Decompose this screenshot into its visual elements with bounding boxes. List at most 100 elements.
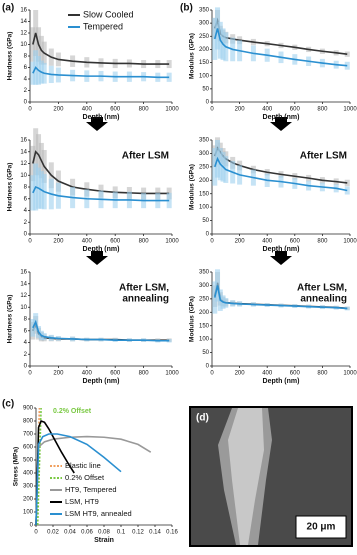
x-tick-label: 1000 <box>343 239 357 245</box>
y-tick-label: 6 <box>24 65 28 71</box>
y-tick-label: 300 <box>199 21 210 27</box>
chart: 0 50 100 150 200 250 300 350 0 200 400 600 800 1000 De… <box>189 269 357 385</box>
y-tick-label: 250 <box>199 296 210 302</box>
x-tick-label: 400 <box>262 371 273 377</box>
y-tick-label: 350 <box>199 270 210 276</box>
y-tick-label: 600 <box>23 445 34 451</box>
y-tick-label: 0 <box>206 232 210 238</box>
x-axis-title: Depth (nm) <box>83 378 120 385</box>
x-tick-label: 800 <box>317 107 328 113</box>
y-tick-label: 16 <box>20 270 27 276</box>
y-tick-label: 12 <box>20 161 27 167</box>
y-tick-label: 16 <box>20 138 27 144</box>
panel-label: (a) <box>2 3 14 14</box>
y-tick-label: 100 <box>199 337 210 343</box>
x-tick-label: 0 <box>28 239 32 245</box>
y-tick-label: 350 <box>199 138 210 144</box>
scale-bar: 20 μm <box>307 522 336 533</box>
x-tick-label: 800 <box>139 107 150 113</box>
series-line <box>32 319 170 342</box>
y-axis-title: Hardness (GPa) <box>7 32 14 81</box>
x-tick-label: 0.16 <box>166 530 178 536</box>
y-axis-title: Hardness (GPa) <box>7 295 14 344</box>
annotation: annealing <box>300 294 347 305</box>
y-tick-label: 500 <box>23 458 34 464</box>
x-tick-label: 1000 <box>343 107 357 113</box>
y-tick-label: 350 <box>199 8 210 14</box>
panel-label: (b) <box>180 3 193 14</box>
y-tick-label: 800 <box>23 419 34 425</box>
y-tick-label: 10 <box>20 305 27 311</box>
x-tick-label: 600 <box>110 107 121 113</box>
x-tick-label: 800 <box>317 371 328 377</box>
y-tick-label: 300 <box>199 151 210 157</box>
y-tick-label: 50 <box>202 218 209 224</box>
x-tick-label: 0 <box>28 107 32 113</box>
x-tick-label: 200 <box>235 107 246 113</box>
legend-label: HT9, Tempered <box>65 485 117 494</box>
y-tick-label: 6 <box>24 328 28 334</box>
x-tick-label: 600 <box>110 371 121 377</box>
x-tick-label: 0 <box>34 530 38 536</box>
chart: 0 2 4 6 8 10 12 14 16 0 200 400 600 800 1000 Depth (nm)… <box>7 128 179 253</box>
y-tick-label: 14 <box>20 19 27 25</box>
y-tick-label: 8 <box>24 185 28 191</box>
chart: 0 100 200 300 400 500 600 700 800 900 0 0.02 0.04 0.0… <box>2 399 178 544</box>
x-axis-title: Depth (nm) <box>263 246 300 253</box>
arrow <box>86 117 108 131</box>
x-tick-label: 600 <box>290 239 301 245</box>
chart: 0 50 100 150 200 250 300 350 0 200 400 600 800 1000 De… <box>180 3 357 121</box>
specimen-highlight <box>228 408 264 545</box>
x-tick-label: 600 <box>290 107 301 113</box>
y-tick-label: 200 <box>23 497 34 503</box>
x-tick-label: 1000 <box>343 371 357 377</box>
x-tick-label: 1000 <box>165 371 179 377</box>
panel-label: (d) <box>196 413 209 424</box>
y-tick-label: 250 <box>199 164 210 170</box>
y-tick-label: 14 <box>20 281 27 287</box>
x-tick-label: 0.1 <box>117 530 126 536</box>
series-line <box>213 285 348 310</box>
y-tick-label: 4 <box>24 77 28 83</box>
y-tick-label: 10 <box>20 173 27 179</box>
sem-image: 20 μm (d) <box>189 406 353 547</box>
x-tick-label: 600 <box>110 239 121 245</box>
series-line <box>32 66 170 79</box>
annotation: After LSM, <box>119 283 169 294</box>
x-tick-label: 200 <box>53 239 64 245</box>
annotation: After LSM <box>300 151 347 162</box>
y-tick-label: 200 <box>199 310 210 316</box>
x-tick-label: 800 <box>139 239 150 245</box>
legend-label: Tempered <box>83 21 123 31</box>
y-tick-label: 14 <box>20 149 27 155</box>
y-tick-label: 8 <box>24 317 28 323</box>
y-tick-label: 200 <box>199 47 210 53</box>
y-tick-label: 50 <box>202 350 209 356</box>
y-tick-label: 100 <box>199 205 210 211</box>
x-tick-label: 0.04 <box>64 530 76 536</box>
y-axis-title: Stress (MPa) <box>13 447 20 486</box>
annotation: After LSM, <box>297 283 347 294</box>
y-axis-title: Modulus (GPa) <box>189 296 196 342</box>
chart: 0 50 100 150 200 250 300 350 0 200 400 600 800 1000 De… <box>189 137 357 253</box>
x-tick-label: 0.12 <box>132 530 144 536</box>
series-line <box>32 32 170 65</box>
y-tick-label: 900 <box>23 406 34 412</box>
x-tick-label: 0.14 <box>149 530 161 536</box>
legend-label: 0.2% Offset <box>65 473 105 482</box>
y-tick-label: 4 <box>24 208 28 214</box>
y-tick-label: 2 <box>24 88 28 94</box>
x-tick-label: 400 <box>82 371 93 377</box>
y-tick-label: 150 <box>199 323 210 329</box>
series-line <box>35 435 152 526</box>
y-tick-label: 12 <box>20 293 27 299</box>
x-tick-label: 400 <box>262 107 273 113</box>
y-tick-label: 100 <box>199 73 210 79</box>
panel-label: (c) <box>2 399 14 410</box>
legend-label: LSM, HT9 <box>65 497 99 506</box>
y-tick-label: 300 <box>23 484 34 490</box>
y-tick-label: 150 <box>199 60 210 66</box>
scale-box <box>295 515 347 539</box>
x-tick-label: 800 <box>317 239 328 245</box>
